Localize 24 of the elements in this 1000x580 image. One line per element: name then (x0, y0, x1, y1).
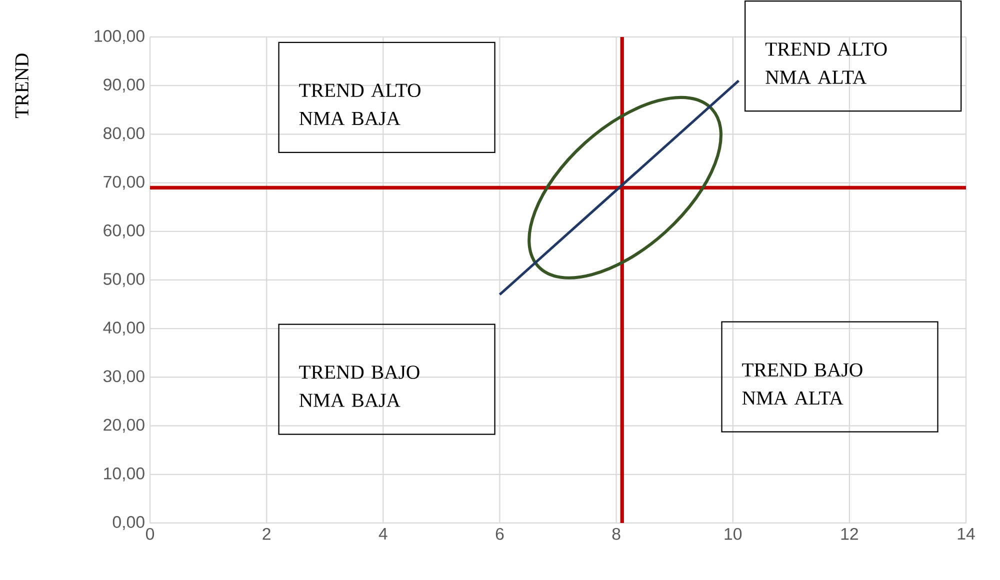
y-tick-label: 80,00 (104, 127, 144, 142)
x-tick-label: 4 (378, 528, 388, 540)
y-tick-label: 10,00 (104, 467, 144, 482)
y-tick-label: 40,00 (103, 322, 144, 336)
annotation: TREND ALTO NMA BAJA (299, 84, 420, 126)
x-tick-label: 10 (724, 528, 742, 540)
y-tick-label: 30,00 (103, 370, 144, 384)
annotation: TREND BAJO NMA BAJA (299, 366, 420, 407)
y-axis-title: TREND (15, 54, 28, 118)
annotation: TREND BAJO NMA ALTA (742, 363, 862, 404)
x-tick-label: 2 (262, 528, 270, 540)
annotation: TREND ALTO NMA ALTA (765, 42, 887, 84)
y-tick-label: 50,00 (104, 273, 144, 287)
y-tick-label: 90,00 (104, 78, 144, 93)
y-tick-label: 100,00 (94, 30, 144, 44)
y-tick-label: 20,00 (104, 418, 144, 433)
y-tick-label: 60,00 (104, 224, 144, 238)
x-tick-label: 14 (958, 528, 975, 540)
x-tick-label: 8 (612, 528, 620, 540)
x-tick-label: 12 (841, 528, 858, 540)
y-tick-label: 70,00 (104, 176, 144, 190)
x-tick-label: 0 (146, 528, 154, 540)
y-tick-label: 0,00 (112, 516, 144, 530)
x-tick-label: 6 (496, 528, 504, 540)
